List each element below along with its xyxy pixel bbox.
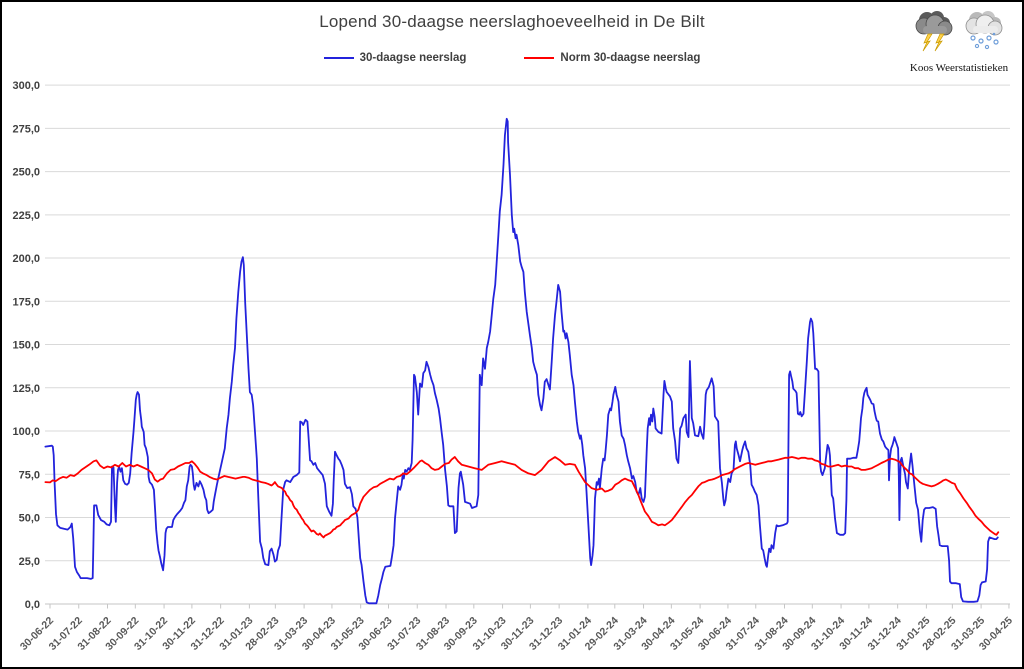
svg-text:50,0: 50,0 xyxy=(19,513,40,525)
blue-line-swatch-icon xyxy=(323,57,354,59)
svg-text:225,0: 225,0 xyxy=(12,210,40,222)
svg-text:75,0: 75,0 xyxy=(19,469,40,481)
svg-text:300,0: 300,0 xyxy=(12,80,40,92)
svg-text:125,0: 125,0 xyxy=(12,383,40,395)
svg-text:100,0: 100,0 xyxy=(12,426,40,438)
svg-text:175,0: 175,0 xyxy=(12,296,40,308)
svg-text:250,0: 250,0 xyxy=(12,167,40,179)
svg-text:25,0: 25,0 xyxy=(19,556,40,568)
svg-text:275,0: 275,0 xyxy=(12,123,40,135)
legend-label: Norm 30-daagse neerslag xyxy=(560,52,701,64)
red-line-swatch-icon xyxy=(524,57,555,59)
svg-text:200,0: 200,0 xyxy=(12,253,40,265)
snow-cloud-icon xyxy=(965,11,1003,50)
page-title: Lopend 30-daagse neerslaghoeveelheid in … xyxy=(319,12,705,31)
svg-text:0,0: 0,0 xyxy=(25,599,40,611)
legend-item-norm-30-daagse-neerslag: Norm 30-daagse neerslag xyxy=(524,52,700,64)
logo-caption: Koos Weerstatistieken xyxy=(909,62,1009,74)
legend-item-30-daagse-neerslag: 30-daagse neerslag xyxy=(323,52,467,64)
logo: Koos Weerstatistieken xyxy=(904,8,1014,74)
legend: 30-daagse neerslag Norm 30-daagse neersl… xyxy=(2,52,1022,64)
legend-label: 30-daagse neerslag xyxy=(359,52,467,64)
storm-cloud-icon xyxy=(915,11,953,52)
svg-text:150,0: 150,0 xyxy=(12,340,40,352)
logo-icons xyxy=(904,8,1014,52)
